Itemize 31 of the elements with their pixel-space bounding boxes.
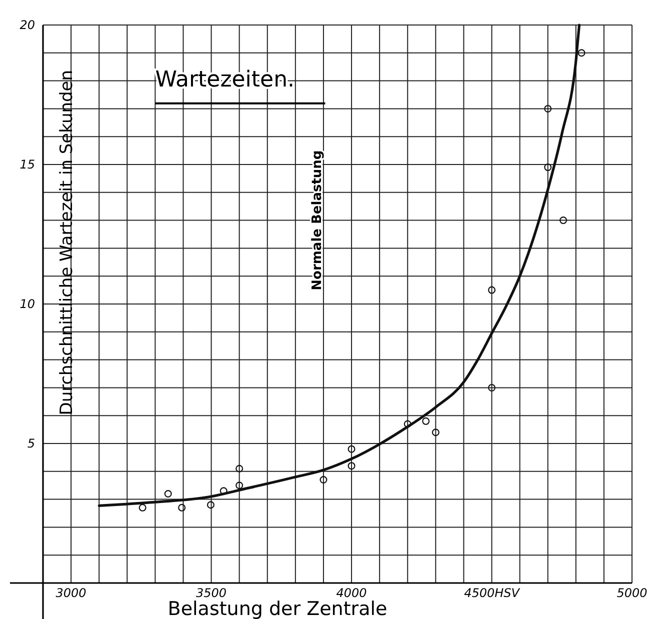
x-tick-label: 5000 [616,586,648,600]
x-tick-label: 4000 [336,586,368,600]
y-tick-label: 10 [20,297,36,311]
point [236,482,244,490]
point [164,490,172,498]
x-tick-label: 4500HSV [464,586,520,600]
point [348,462,356,470]
point [404,420,412,428]
y-tick-label: 5 [27,436,35,450]
point [320,476,328,484]
y-tick-label: 20 [20,18,36,32]
x-tick-label: 3500 [196,586,227,600]
point [560,216,568,224]
point [348,445,356,453]
point [432,428,440,436]
point [488,384,496,392]
point [488,286,496,294]
x-axis-title: Belastung der Zentrale [168,598,388,619]
point [138,504,146,512]
line-series [98,24,581,508]
point [236,464,244,472]
point [578,49,586,57]
point [544,104,552,112]
y-axis-title: Durchschnittliche Wartezeit in Sekunden [57,70,77,416]
point [178,504,186,512]
point [206,501,214,509]
point [422,417,430,425]
annotation: Normale Belastung [310,150,325,290]
point [544,164,552,172]
y-tick-label: 15 [20,158,35,172]
x-tick-label: 3000 [56,586,87,600]
